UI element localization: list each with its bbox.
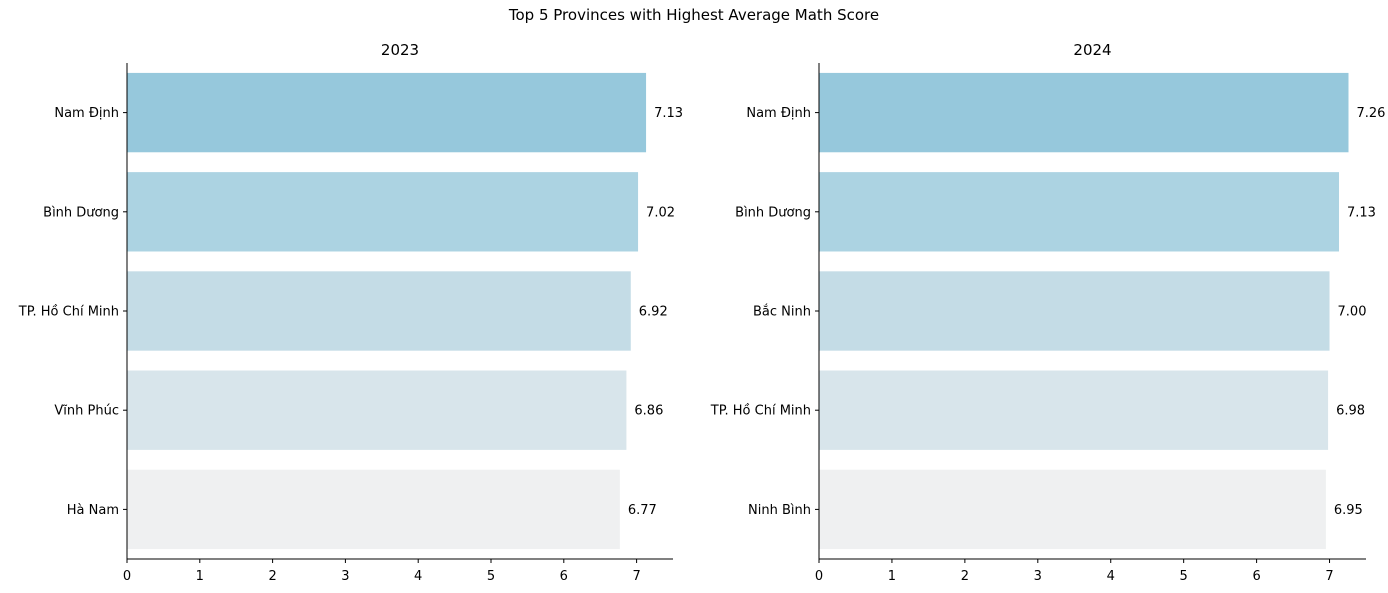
x-tick-label: 7 — [632, 569, 640, 584]
value-label: 7.00 — [1338, 305, 1367, 320]
y-tick-label: Bình Dương — [43, 205, 119, 220]
y-tick-label: Hà Nam — [67, 503, 119, 518]
y-tick-label: Vĩnh Phúc — [54, 404, 119, 419]
x-tick-label: 1 — [888, 569, 896, 584]
x-tick-label: 6 — [1252, 569, 1260, 584]
value-label: 7.13 — [1347, 205, 1376, 220]
bar — [819, 72, 1349, 153]
x-tick-label: 3 — [1034, 569, 1042, 584]
x-tick-label: 1 — [196, 569, 204, 584]
y-tick-label: Ninh Bình — [748, 503, 811, 518]
y-tick-label: Nam Định — [54, 106, 119, 121]
y-tick-label: Bắc Ninh — [753, 305, 811, 320]
y-tick-label: Bình Dương — [735, 205, 811, 220]
x-tick-label: 2 — [961, 569, 969, 584]
value-label: 6.77 — [628, 503, 657, 518]
bar — [819, 172, 1340, 252]
bar — [819, 271, 1330, 351]
x-tick-label: 0 — [123, 569, 131, 584]
value-label: 6.98 — [1336, 404, 1365, 419]
bar — [819, 469, 1326, 550]
x-tick-label: 7 — [1325, 569, 1333, 584]
x-tick-label: 5 — [1180, 569, 1188, 584]
x-tick-label: 3 — [341, 569, 349, 584]
value-label: 6.86 — [634, 404, 663, 419]
bar — [127, 370, 627, 450]
bar — [819, 370, 1329, 450]
subplot-title: 2024 — [1073, 41, 1111, 59]
y-tick-label: TP. Hồ Chí Minh — [710, 404, 811, 419]
bar — [127, 172, 639, 252]
bar — [127, 72, 647, 153]
x-tick-label: 4 — [1107, 569, 1115, 584]
x-tick-label: 4 — [414, 569, 422, 584]
figure-title: Top 5 Provinces with Highest Average Mat… — [508, 6, 880, 24]
subplot-title: 2023 — [381, 41, 419, 59]
value-label: 6.92 — [639, 305, 668, 320]
bar — [127, 271, 631, 351]
x-tick-label: 0 — [815, 569, 823, 584]
bar — [127, 469, 620, 550]
y-tick-label: TP. Hồ Chí Minh — [18, 305, 119, 320]
y-tick-label: Nam Định — [746, 106, 811, 121]
x-tick-label: 5 — [487, 569, 495, 584]
value-label: 7.26 — [1356, 106, 1385, 121]
x-tick-label: 6 — [560, 569, 568, 584]
value-label: 7.02 — [646, 205, 675, 220]
value-label: 6.95 — [1334, 503, 1363, 518]
value-label: 7.13 — [654, 106, 683, 121]
x-tick-label: 2 — [268, 569, 276, 584]
